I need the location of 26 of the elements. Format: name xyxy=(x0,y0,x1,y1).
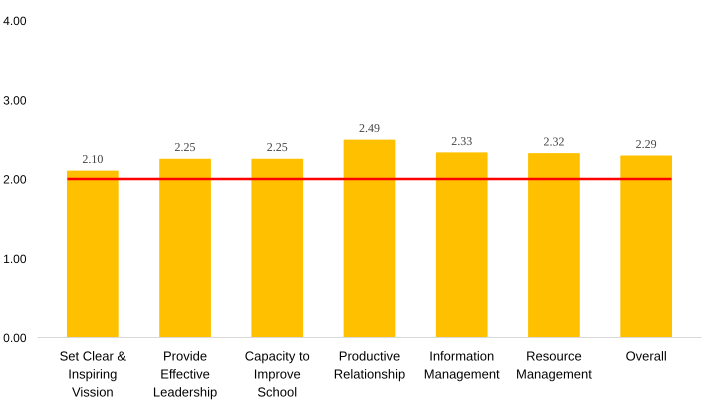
x-tick-label: Provide Effective Leadership xyxy=(152,348,218,400)
data-label: 2.10 xyxy=(82,152,104,166)
x-tick-label: Resource Management xyxy=(516,348,592,382)
bar xyxy=(159,158,211,338)
data-label: 2.29 xyxy=(636,137,657,152)
bar xyxy=(344,140,396,338)
data-label: 2.49 xyxy=(359,121,380,136)
x-tick-label: Productive Relationship xyxy=(334,348,406,382)
data-label: 2.25 xyxy=(174,140,196,154)
x-tick-label: Set Clear & Inspiring Vission xyxy=(60,348,126,400)
data-label: 2.33 xyxy=(451,134,472,148)
y-tick-label: 0.00 xyxy=(3,331,27,345)
bar xyxy=(251,158,304,338)
bar xyxy=(620,156,672,338)
data-label: 2.32 xyxy=(543,134,564,149)
x-tick-label: Overall xyxy=(626,348,667,364)
y-tick-label: 1.00 xyxy=(3,252,27,266)
y-tick-label: 2.00 xyxy=(3,172,27,186)
bar xyxy=(528,153,580,338)
bar xyxy=(66,170,119,338)
bar xyxy=(436,152,488,338)
y-tick-label: 3.00 xyxy=(3,93,27,108)
x-tick-label: Capacity to Improve School xyxy=(244,348,310,400)
x-tick-label: Information Management xyxy=(424,348,500,382)
y-tick-label: 4.00 xyxy=(3,14,27,28)
data-label: 2.25 xyxy=(266,140,288,154)
